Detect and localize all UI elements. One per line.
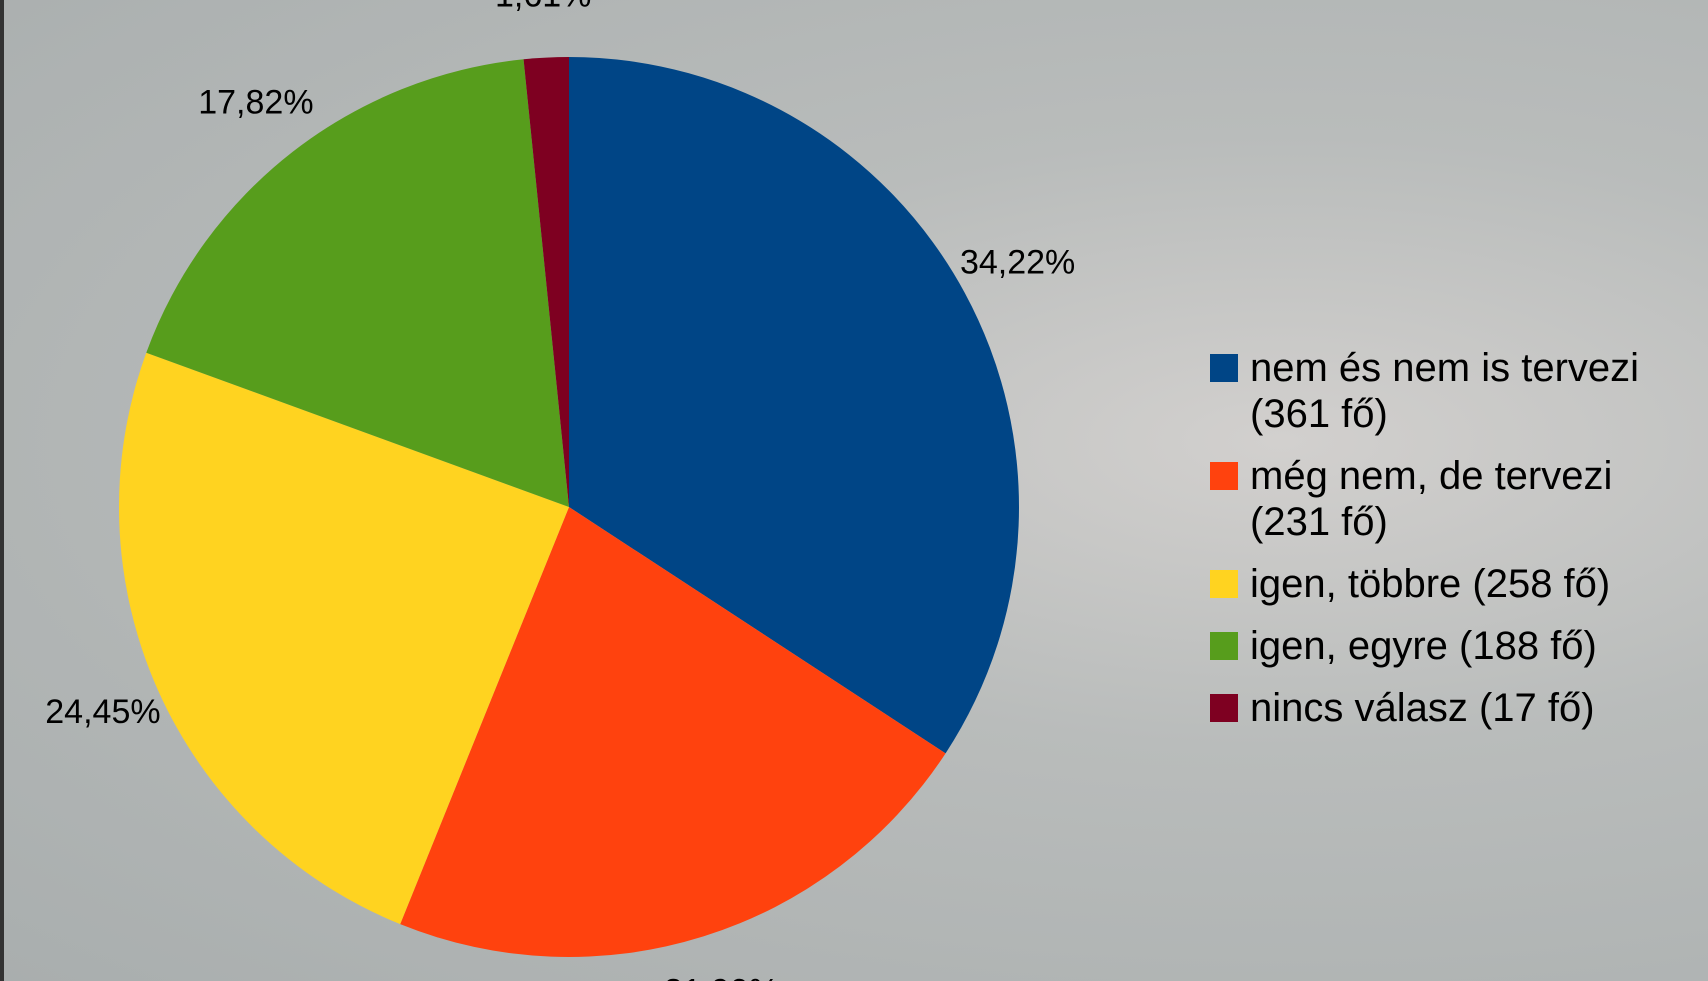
legend-label: még nem, de tervezi (231 fő) [1250,454,1613,544]
legend-item: nincs válasz (17 fő) [1210,685,1680,731]
pie-slice [118,352,569,925]
legend-item: igen, többre (258 fő) [1210,561,1680,607]
legend-label: nincs válasz (17 fő) [1250,686,1595,730]
legend-item: nem és nem is tervezi (361 fő) [1210,345,1680,437]
data-label: 1,61% [495,0,591,15]
legend-swatch [1210,694,1238,722]
legend-swatch [1210,462,1238,490]
legend-swatch [1210,354,1238,382]
legend-label: nem és nem is tervezi (361 fő) [1250,346,1640,436]
pie-slice [523,57,569,507]
data-label: 24,45% [45,693,160,731]
data-label: 17,82% [198,83,313,121]
legend: nem és nem is tervezi (361 fő) még nem, d… [1210,345,1680,747]
edge [0,0,4,981]
legend-item: igen, egyre (188 fő) [1210,623,1680,669]
legend-swatch [1210,632,1238,660]
pie-slice [146,59,569,507]
pie-slice [569,57,1020,754]
legend-label: igen, egyre (188 fő) [1250,624,1597,668]
pie-slice [400,507,946,957]
legend-label: igen, többre (258 fő) [1250,562,1611,606]
data-label: 34,22% [960,243,1075,281]
data-label: 21,90% [664,973,779,981]
legend-swatch [1210,570,1238,598]
legend-item: még nem, de tervezi (231 fő) [1210,453,1680,545]
